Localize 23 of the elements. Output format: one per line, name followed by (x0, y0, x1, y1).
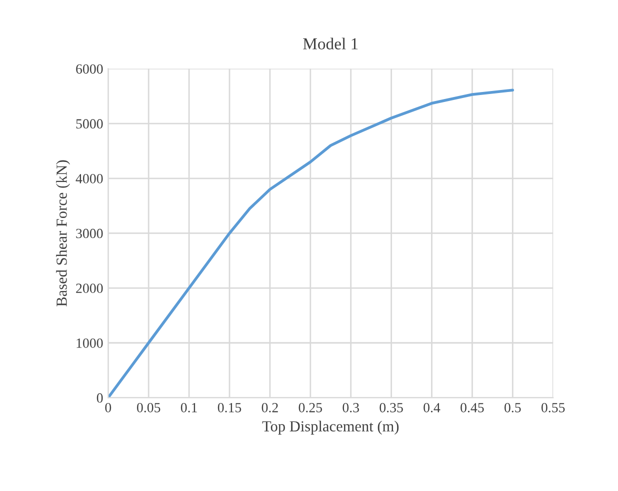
y-tick-label: 1000 (76, 338, 103, 348)
x-tick-label: 0.55 (541, 402, 565, 412)
y-tick-label: 3000 (76, 228, 103, 238)
x-tick-label: 0.25 (298, 402, 322, 412)
x-tick-label: 0.45 (460, 402, 484, 412)
y-axis-title: Based Shear Force (kN) (56, 160, 70, 306)
x-tick-label: 0.05 (136, 402, 160, 412)
x-tick-label: 0.3 (342, 402, 359, 412)
y-tick-label: 6000 (76, 64, 103, 74)
x-tick-label: 0.4 (424, 402, 440, 412)
x-tick-label: 0.1 (180, 402, 197, 412)
x-tick-label: 0.15 (218, 402, 242, 412)
x-tick-label: 0.2 (262, 402, 278, 412)
y-tick-label: 4000 (76, 174, 103, 184)
y-tick-label: 5000 (76, 119, 103, 129)
x-tick-label: 0.35 (380, 402, 403, 412)
x-tick-label: 0.5 (504, 402, 521, 412)
y-tick-label: 0 (96, 393, 103, 403)
chart-title: Model 1 (303, 38, 358, 50)
x-tick-label: 0 (105, 402, 112, 412)
line-series (108, 88, 514, 398)
y-tick-label: 2000 (76, 284, 103, 294)
x-axis-title: Top Displacement (m) (262, 420, 399, 435)
